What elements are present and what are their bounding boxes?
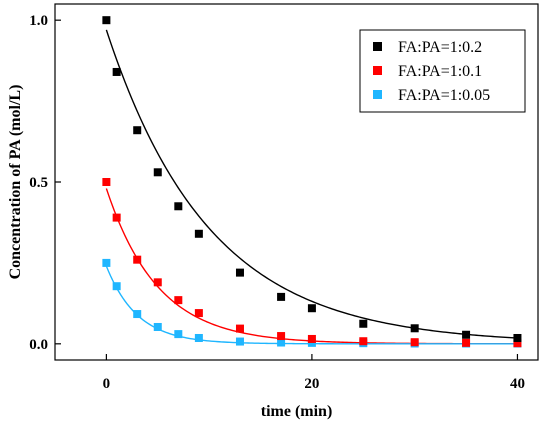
data-point-series-3 — [153, 322, 162, 331]
x-axis-title: time (min) — [261, 403, 333, 420]
legend-label: FA:PA=1:0.2 — [398, 39, 482, 56]
data-point-series-2 — [359, 337, 368, 346]
legend-box — [359, 29, 526, 113]
fit-curve-series-2 — [105, 188, 518, 345]
data-point-series-2 — [153, 278, 162, 287]
data-point-series-2 — [410, 338, 419, 347]
legend-label: FA:PA=1:0.1 — [398, 63, 482, 80]
legend-marker — [373, 66, 382, 75]
fit-curve-series-1 — [105, 29, 518, 339]
data-point-series-3 — [102, 258, 111, 267]
data-point-series-1 — [235, 268, 244, 277]
data-point-series-2 — [277, 332, 286, 341]
data-point-series-1 — [174, 202, 183, 211]
data-point-series-2 — [513, 339, 522, 348]
legend: FA:PA=1:0.2 FA:PA=1:0.1 FA:PA=1:0.05 — [359, 29, 526, 113]
data-point-series-1 — [102, 16, 111, 25]
data-point-series-1 — [194, 229, 203, 238]
data-point-series-2 — [194, 309, 203, 318]
data-point-series-2 — [133, 255, 142, 264]
legend-label: FA:PA=1:0.05 — [398, 87, 490, 104]
ticks-layer: 0 20 40 0.0 0.5 1.0 — [29, 13, 525, 392]
y-tick-label: 0.5 — [29, 175, 48, 191]
legend-marker — [373, 90, 382, 99]
x-tick-label: 0 — [103, 376, 111, 392]
data-point-series-1 — [112, 67, 121, 76]
data-point-series-2 — [462, 338, 471, 347]
data-point-series-1 — [513, 333, 522, 342]
x-tick-label: 20 — [304, 376, 319, 392]
data-point-series-1 — [410, 324, 419, 333]
data-point-series-3 — [112, 282, 121, 291]
data-point-series-2 — [102, 178, 111, 186]
y-axis-title: Concentration of PA (mol/L) — [7, 85, 24, 280]
x-tick-label: 40 — [510, 376, 525, 392]
data-point-series-3 — [174, 330, 183, 339]
plot-layer — [102, 16, 522, 348]
y-tick-label: 0.0 — [29, 337, 48, 353]
data-point-series-1 — [277, 292, 286, 301]
data-point-series-2 — [174, 296, 183, 305]
data-point-series-2 — [235, 324, 244, 333]
data-point-series-3 — [133, 310, 142, 319]
data-point-series-1 — [462, 330, 471, 339]
legend-marker — [373, 42, 382, 51]
data-point-series-1 — [153, 168, 162, 177]
data-point-series-3 — [277, 338, 286, 347]
data-point-series-2 — [307, 334, 316, 343]
data-point-series-1 — [359, 319, 368, 328]
data-point-series-1 — [307, 304, 316, 313]
data-point-series-1 — [133, 126, 142, 135]
data-point-series-3 — [235, 337, 244, 346]
data-point-series-3 — [194, 333, 203, 342]
data-point-series-2 — [112, 213, 121, 222]
y-tick-label: 1.0 — [29, 13, 48, 29]
